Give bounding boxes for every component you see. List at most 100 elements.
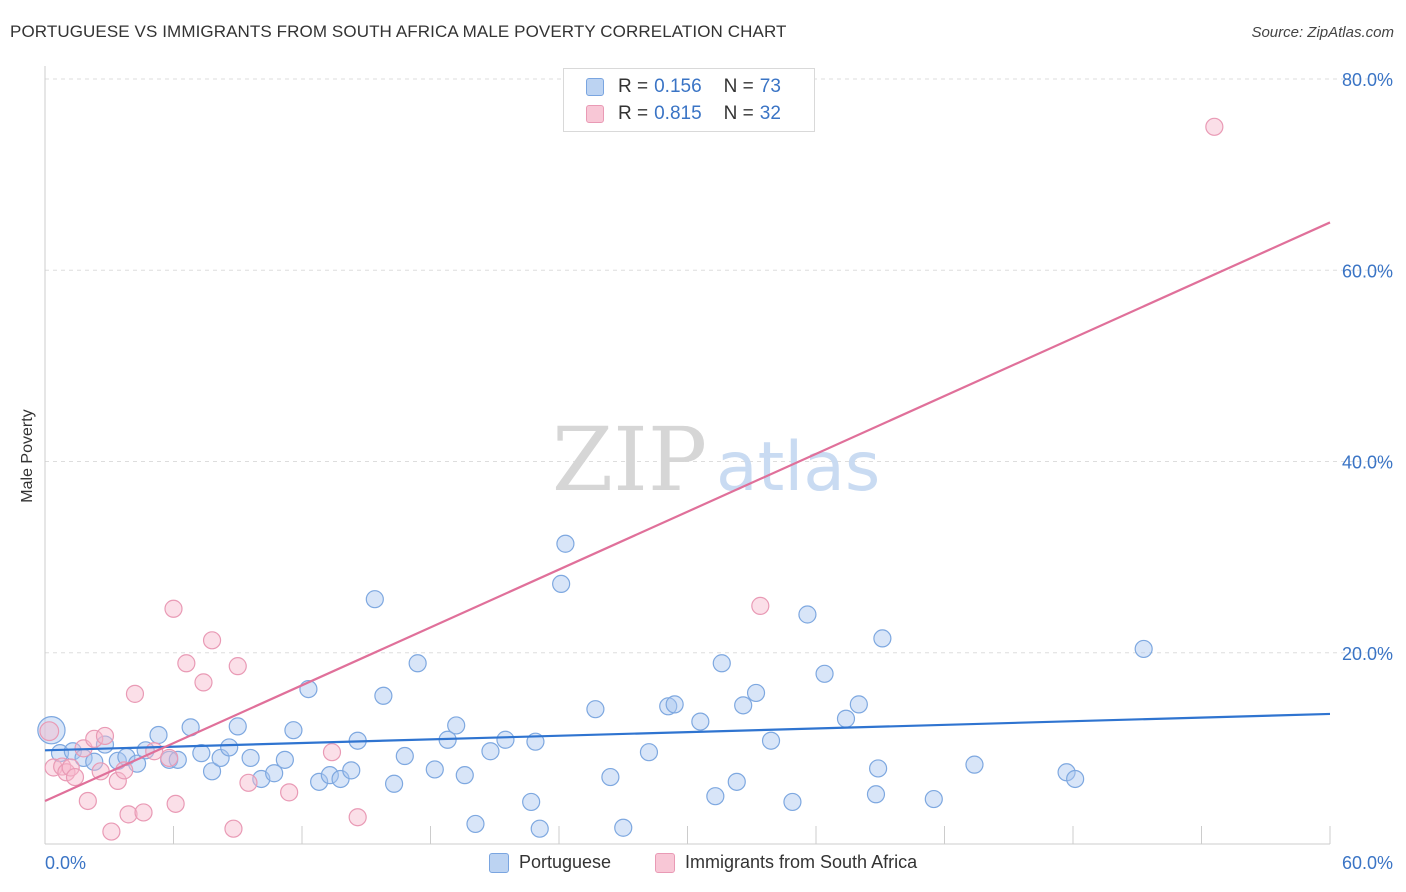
point-south-africa xyxy=(177,654,196,673)
point-south-africa xyxy=(1205,117,1224,136)
point-south-africa xyxy=(39,721,60,742)
trend-line-south-africa xyxy=(44,221,1331,802)
point-portuguese xyxy=(659,697,678,716)
legend-r-label: R = xyxy=(618,76,649,97)
legend-n-value: 73 xyxy=(759,76,781,97)
chart-title: PORTUGUESE VS IMMIGRANTS FROM SOUTH AFRI… xyxy=(10,22,787,41)
legend-label-south-africa: Immigrants from South Africa xyxy=(685,852,918,872)
point-portuguese xyxy=(614,818,633,837)
point-portuguese xyxy=(284,721,303,740)
point-portuguese xyxy=(965,755,984,774)
y-tick-label: 80.0% xyxy=(1342,70,1393,90)
watermark-zip: ZIP xyxy=(552,408,707,511)
point-south-africa xyxy=(160,748,179,768)
point-portuguese xyxy=(798,605,817,624)
point-portuguese xyxy=(530,819,549,838)
legend-row-south-africa: R = 0.815 N = 32 xyxy=(586,102,781,126)
point-south-africa xyxy=(239,773,258,792)
legend-n-label: N = xyxy=(723,103,754,124)
point-portuguese xyxy=(734,696,753,715)
point-south-africa xyxy=(108,771,127,790)
point-portuguese xyxy=(481,742,500,761)
chart-source: Source: ZipAtlas.com xyxy=(1251,24,1394,41)
legend-r-value: 0.815 xyxy=(654,103,702,124)
legend-n-value: 32 xyxy=(759,103,781,124)
point-portuguese xyxy=(466,814,485,834)
point-south-africa xyxy=(91,762,110,781)
trend-line-portuguese xyxy=(44,712,1331,752)
legend-n-label: N = xyxy=(723,76,754,97)
point-portuguese xyxy=(761,731,781,750)
correlation-legend: R = 0.156 N = 73 R = 0.815 N = 32 xyxy=(563,68,815,132)
point-portuguese xyxy=(869,759,888,778)
point-south-africa xyxy=(119,805,138,824)
point-south-africa xyxy=(78,791,97,811)
point-portuguese xyxy=(342,761,361,780)
point-portuguese xyxy=(639,743,659,762)
data-points xyxy=(37,117,1224,841)
point-portuguese xyxy=(220,738,239,757)
point-south-africa xyxy=(102,822,121,841)
point-portuguese xyxy=(556,534,575,553)
point-south-africa xyxy=(202,631,222,650)
legend-r-value: 0.156 xyxy=(654,76,702,97)
y-tick-label: 40.0% xyxy=(1342,453,1393,473)
point-portuguese xyxy=(836,709,856,728)
point-portuguese xyxy=(496,730,515,749)
point-portuguese xyxy=(849,695,868,714)
point-south-africa xyxy=(85,729,104,748)
x-tick-label: 60.0% xyxy=(1342,853,1393,873)
legend-label-portuguese: Portuguese xyxy=(519,852,612,872)
point-portuguese xyxy=(310,772,329,791)
point-portuguese xyxy=(601,767,620,787)
legend-row-portuguese: R = 0.156 N = 73 xyxy=(586,75,781,99)
legend-r-label: R = xyxy=(618,103,649,124)
point-portuguese xyxy=(873,629,892,648)
point-south-africa xyxy=(228,657,247,676)
point-portuguese xyxy=(447,716,466,735)
point-portuguese xyxy=(320,766,339,785)
legend-item-portuguese[interactable]: Portuguese xyxy=(489,852,611,873)
point-portuguese xyxy=(586,700,605,719)
point-portuguese xyxy=(425,760,444,779)
point-portuguese xyxy=(192,744,211,763)
point-portuguese xyxy=(275,750,294,769)
point-south-africa xyxy=(224,819,243,838)
point-portuguese xyxy=(665,695,684,714)
point-south-africa xyxy=(125,684,145,703)
axes xyxy=(44,66,1331,845)
point-south-africa xyxy=(61,758,80,777)
point-portuguese xyxy=(522,792,541,812)
point-portuguese xyxy=(552,574,571,594)
point-portuguese xyxy=(384,774,404,793)
point-portuguese xyxy=(1134,639,1153,659)
point-portuguese xyxy=(691,712,710,731)
point-portuguese xyxy=(1066,769,1085,789)
point-south-africa xyxy=(322,743,342,762)
legend-swatch-south-africa xyxy=(655,852,675,873)
point-portuguese xyxy=(783,792,802,812)
point-portuguese xyxy=(866,785,886,804)
point-portuguese xyxy=(149,725,168,745)
gridlines xyxy=(45,78,1392,654)
legend-item-south-africa[interactable]: Immigrants from South Africa xyxy=(655,852,917,873)
legend-swatch-pink xyxy=(586,105,604,123)
y-tick-label: 60.0% xyxy=(1342,261,1393,281)
point-portuguese xyxy=(815,664,834,683)
point-portuguese xyxy=(228,717,247,736)
y-tick-label: 20.0% xyxy=(1342,644,1393,664)
legend-swatch-portuguese xyxy=(489,852,509,873)
point-portuguese xyxy=(712,654,731,673)
point-portuguese xyxy=(202,762,222,781)
point-south-africa xyxy=(164,599,183,618)
x-tick-label: 0.0% xyxy=(45,853,86,873)
point-south-africa xyxy=(194,673,213,692)
point-portuguese xyxy=(365,590,384,609)
point-portuguese xyxy=(408,654,427,673)
point-portuguese xyxy=(241,748,260,768)
point-portuguese xyxy=(706,787,725,806)
point-portuguese xyxy=(265,764,284,783)
point-south-africa xyxy=(348,808,367,827)
legend-swatch-blue xyxy=(586,78,604,96)
